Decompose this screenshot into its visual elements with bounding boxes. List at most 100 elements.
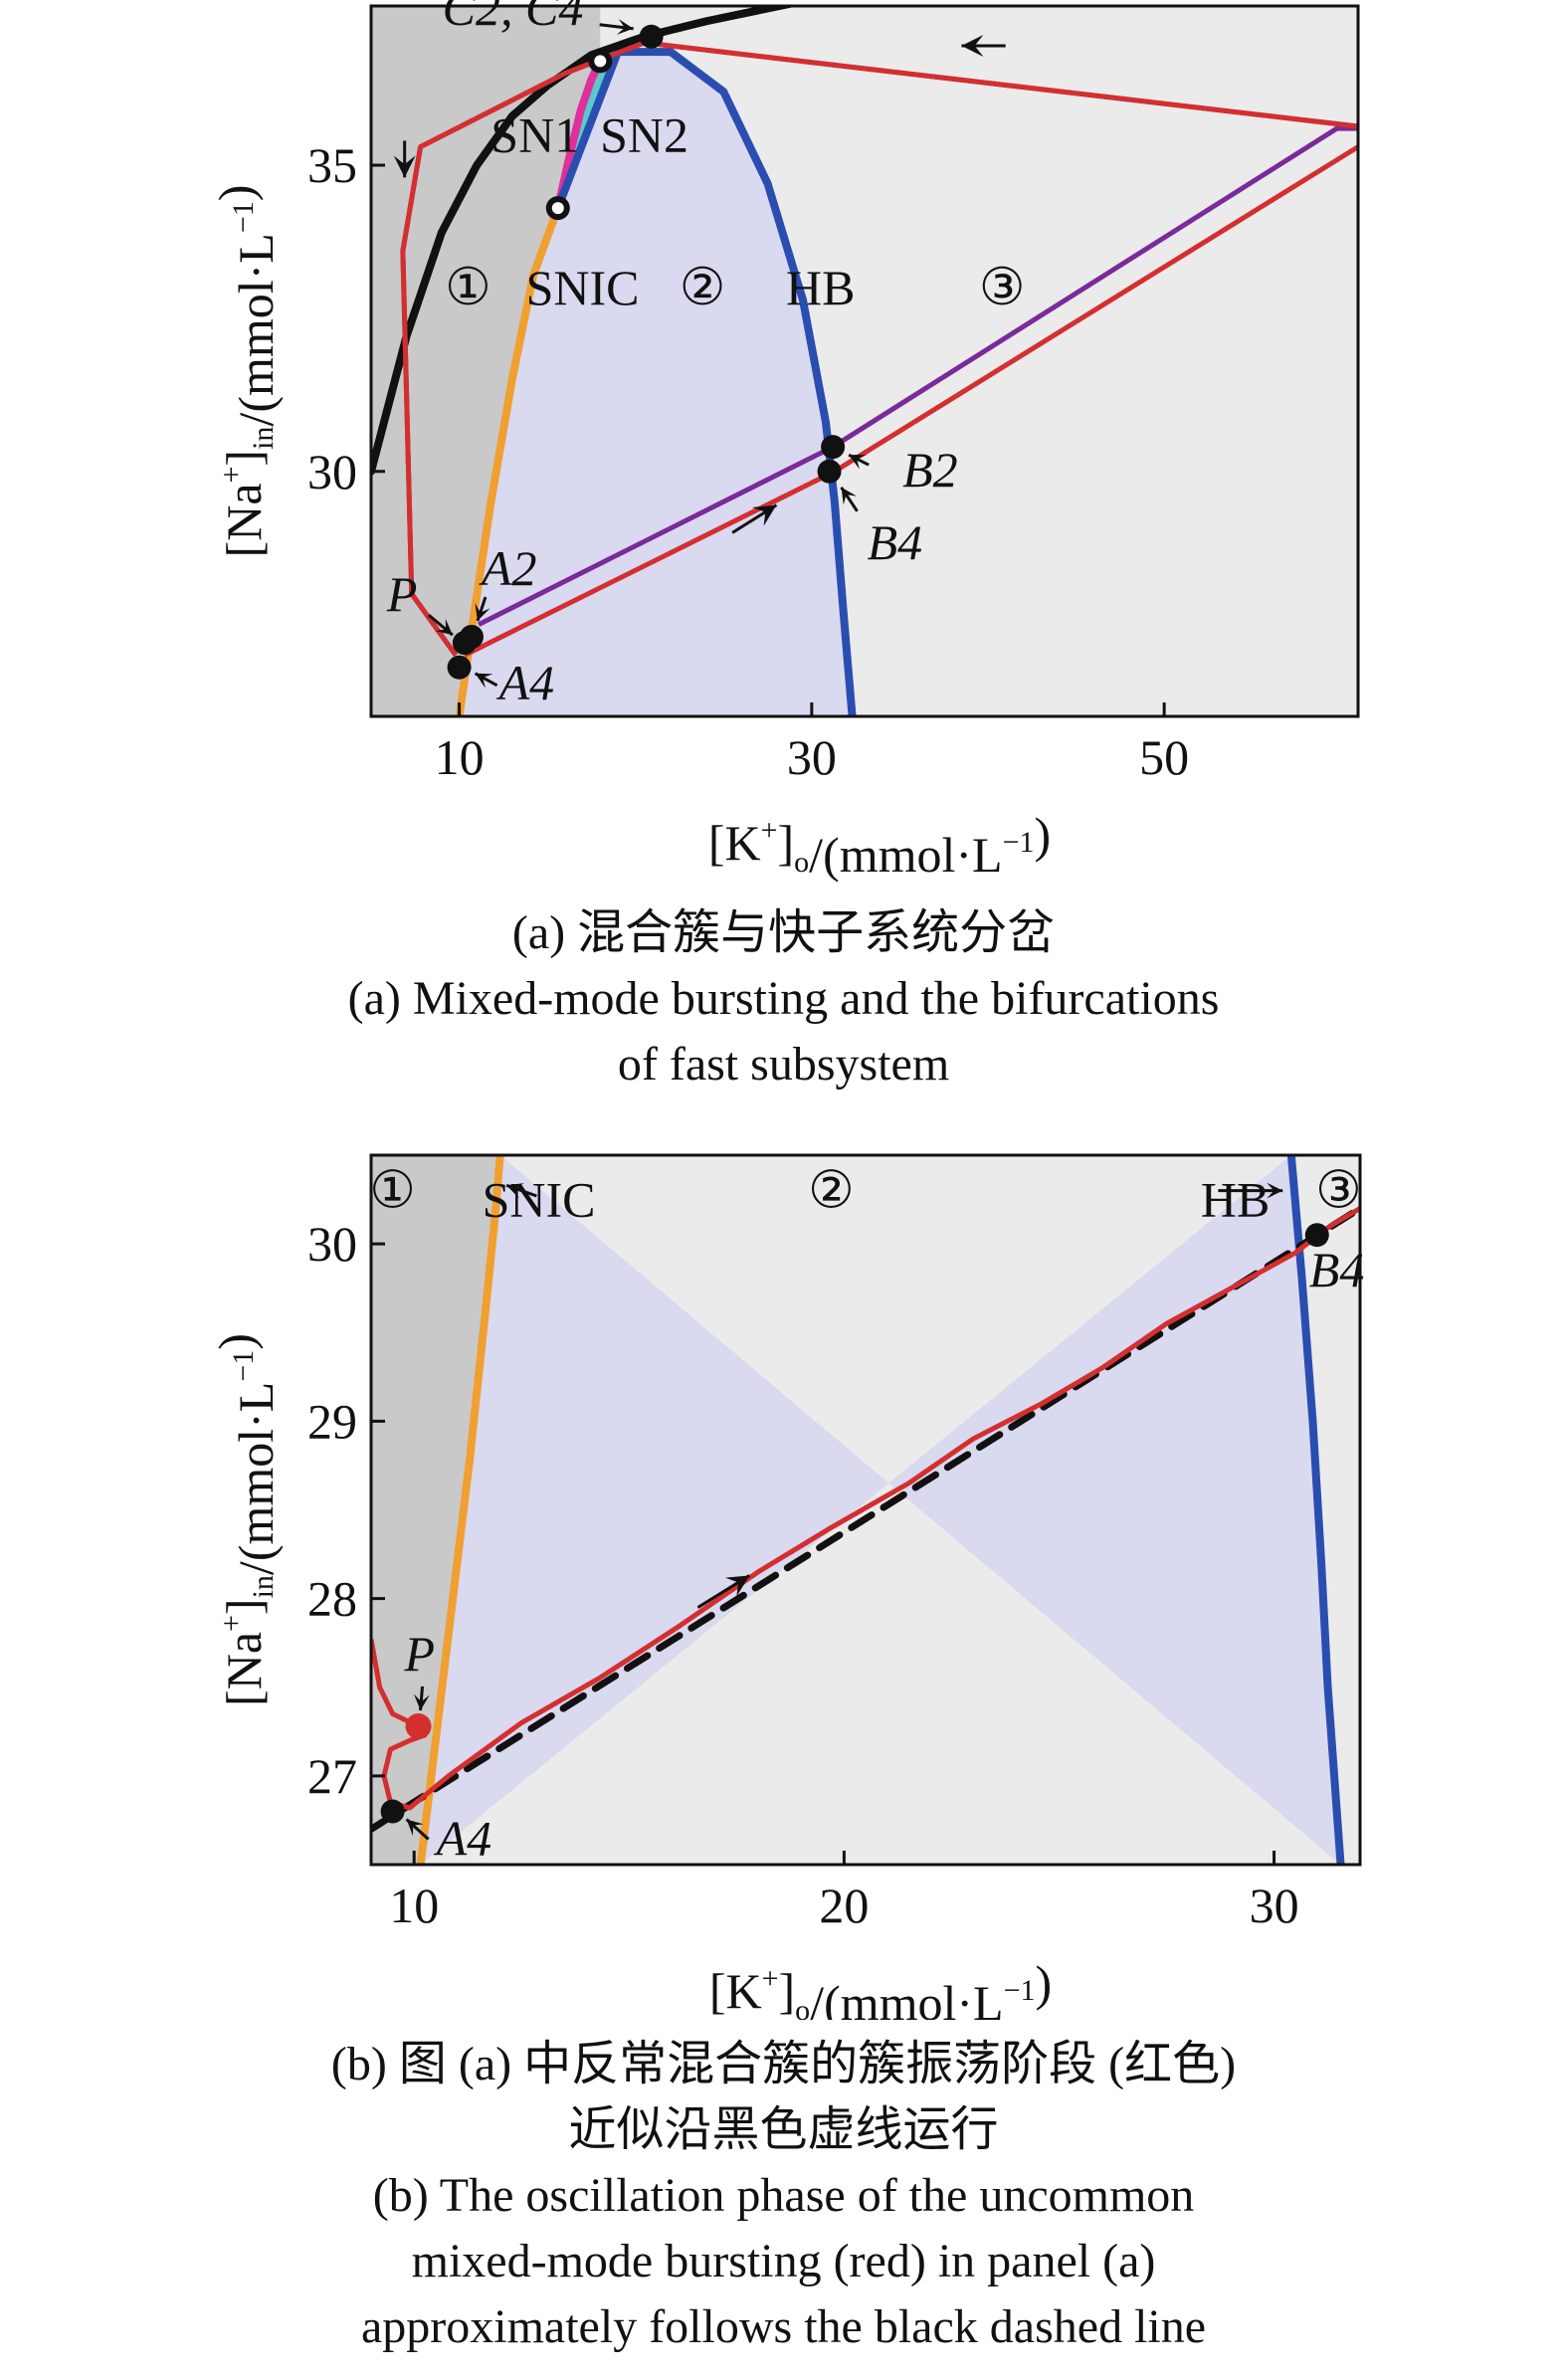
axis-label-text: ) [1035, 807, 1052, 863]
leader-arrowhead [475, 603, 490, 621]
region-1-background [371, 6, 601, 716]
caption-b-english-line1: (b) The oscillation phase of the uncommo… [372, 2169, 1195, 2222]
x-tick-label: 30 [787, 729, 837, 785]
leader-arrowhead [841, 487, 858, 505]
point-c2-c4 [639, 24, 664, 49]
point-label-b2: B2 [902, 442, 958, 497]
region-label-3: ③ [979, 260, 1026, 316]
point-label-a4: A4 [496, 655, 555, 710]
leader-arrowhead [435, 618, 453, 636]
point-b4 [817, 459, 842, 484]
region-label-3: ③ [1315, 1163, 1362, 1220]
point-a4 [380, 1799, 405, 1824]
curve-black-2 [371, 1204, 1360, 1833]
point-b4 [1304, 1223, 1329, 1248]
panel-a-caption: (a) 混合簇与快子系统分岔 (a) Mixed-mode bursting a… [0, 900, 1567, 1097]
label-leader-arrowhead [1267, 1182, 1283, 1199]
plot-area-b [371, 1155, 1360, 1865]
point-label-p: P [386, 566, 418, 622]
leader-arrowhead [849, 455, 868, 470]
axis-label-text: /(mmol·L [228, 233, 284, 426]
curve-label-sn2: SN2 [600, 106, 688, 162]
panel-a-chart: 10 30 503035[K+]o/(mmol·L−1)[Na+]in/(mmol·… [208, 0, 1360, 883]
point-b2 [821, 435, 846, 460]
region-label-2: ② [680, 260, 726, 316]
region-2-background [420, 1155, 1341, 1865]
y-tick-label: 28 [307, 1571, 357, 1627]
y-tick-label: 29 [307, 1393, 357, 1449]
direction-arrowhead-0 [961, 35, 984, 58]
axis-label-text: /(mmol·L [810, 1975, 1003, 2020]
region-label-1: ① [369, 1163, 416, 1220]
axis-label-sup: + [215, 467, 248, 484]
axis-label-spacer: ] [778, 815, 795, 871]
point-p [405, 1712, 432, 1739]
y-tick-label: 30 [307, 1216, 357, 1272]
x-tick-label: 10 [435, 729, 485, 785]
point-label-a4: A4 [434, 1811, 492, 1867]
panel-b-chart: 10 20 3027282930[K+]o/(mmol·L−1)[Na+]in/(m… [208, 1153, 1364, 2020]
point-label-b4: B4 [868, 514, 923, 570]
point-p [452, 631, 477, 656]
axis-label-text: [Na [216, 1632, 272, 1706]
region-label-2: ② [808, 1163, 855, 1220]
x-tick-label: 30 [1250, 1878, 1299, 1933]
curve-label-sn1: SN1 [490, 106, 579, 162]
region-1-background [371, 1155, 500, 1865]
curve-label-snic: SNIC [483, 1172, 596, 1228]
caption-b-english-line2: mixed-mode bursting (red) in panel (a) [411, 2235, 1156, 2287]
open-point-center-6 [551, 202, 564, 215]
y-axis-label: [Na+]in/(mmol·L−1) [208, 1333, 284, 1706]
axis-label-text: /(mmol·L [809, 827, 1002, 883]
axis-label-sup2: −1 [227, 1350, 260, 1382]
axis-label-text: ) [208, 1333, 264, 1350]
axis-label-sub: o [795, 1994, 810, 2020]
region-label-1: ① [445, 260, 491, 316]
plot-frame [369, 4, 1360, 718]
caption-b-chinese-line2: 近似沿黑色虚线运行 [568, 2103, 999, 2156]
plot-frame [369, 1153, 1362, 1867]
axis-label-sup: + [215, 1615, 248, 1632]
point-label-c2-c4: C2, C4 [443, 0, 584, 36]
x-tick-label: 50 [1139, 729, 1189, 785]
axis-label-text: [Na [216, 483, 272, 557]
open-point-center-7 [594, 55, 607, 68]
leader-arrowhead [413, 1693, 430, 1710]
axis-label-sub: in [247, 1575, 280, 1598]
curve-label-hb: HB [786, 260, 855, 315]
caption-a-english-line2: of fast subsystem [617, 1038, 950, 1091]
curve-snic [416, 1155, 504, 1865]
axis-label-text: [K [709, 1963, 762, 2019]
y-tick-label: 35 [307, 137, 357, 193]
curve-label-snic: SNIC [526, 260, 640, 315]
direction-arrowhead-1 [393, 155, 416, 178]
curve-label-hb: HB [1201, 1172, 1270, 1228]
axis-label-sup2: −1 [1003, 826, 1035, 859]
axis-label-sub: in [247, 427, 280, 450]
curve-hb [1286, 1155, 1345, 1865]
caption-b-chinese-line1: (b) 图 (a) 中反常混合簇的簇振荡阶段 (红色) [330, 2038, 1237, 2090]
curve-sn1 [553, 57, 605, 213]
direction-arrowhead-0 [724, 1575, 750, 1597]
axis-label-text: ) [1036, 1955, 1053, 2011]
x-tick-label: 20 [819, 1878, 869, 1933]
axis-label-spacer: ] [216, 450, 272, 467]
point-label-a2: A2 [479, 540, 537, 596]
point-a4 [447, 655, 472, 680]
axis-label-text: /(mmol·L [228, 1382, 284, 1575]
axis-label-sup2: −1 [227, 201, 260, 233]
caption-a-english-line1: (a) Mixed-mode bursting and the bifurcat… [347, 972, 1220, 1025]
x-axis-label: [K+]o/(mmol·L−1) [709, 1955, 1052, 2020]
panel-b-caption: (b) 图 (a) 中反常混合簇的簇振荡阶段 (红色) 近似沿黑色虚线运行 (b… [0, 2032, 1567, 2360]
plot-area-a [371, 6, 1358, 716]
axis-label-text: [K [708, 815, 761, 871]
axis-label-sup2: −1 [1004, 1974, 1036, 2007]
leader-arrowhead [616, 18, 634, 35]
y-axis-label: [Na+]in/(mmol·L−1) [208, 185, 284, 558]
axis-label-spacer: ] [216, 1598, 272, 1615]
y-tick-label: 30 [307, 444, 357, 499]
caption-a-chinese: (a) 混合簇与快子系统分岔 [511, 906, 1056, 959]
axis-label-text: ) [208, 185, 264, 202]
x-tick-label: 10 [389, 1878, 439, 1933]
direction-arrowhead-2 [751, 504, 777, 526]
